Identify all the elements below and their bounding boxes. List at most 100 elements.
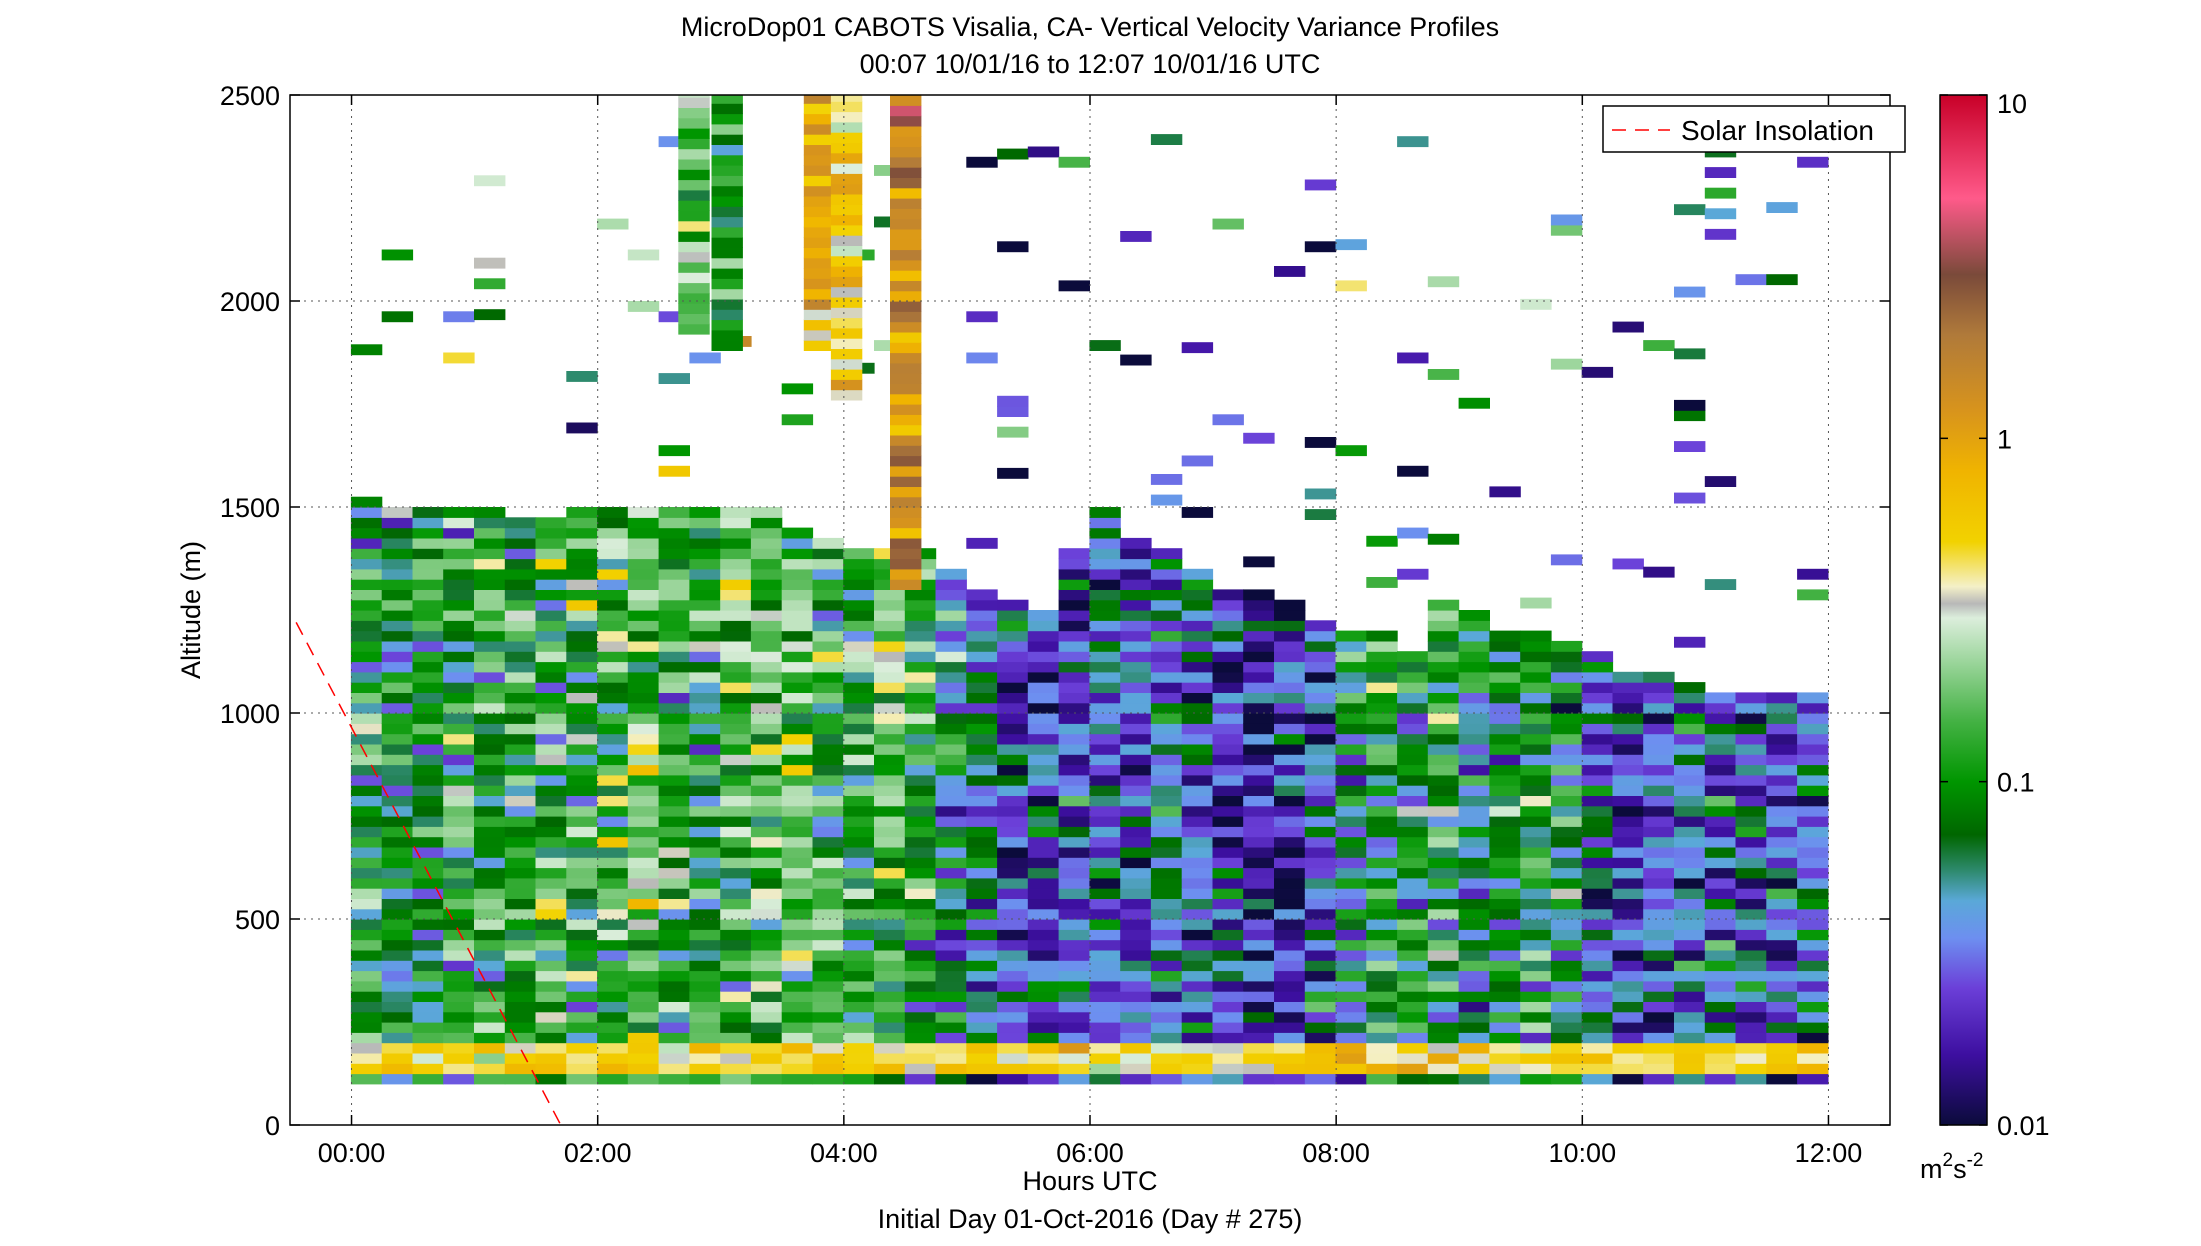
heatmap-cell: [781, 743, 814, 755]
heatmap-cell: [1304, 620, 1337, 632]
heatmap-cell: [750, 898, 783, 910]
heatmap-cell: [1489, 486, 1521, 498]
heatmap-cell: [1089, 919, 1121, 930]
heatmap-cell: [781, 671, 814, 683]
heatmap-cell: [443, 867, 475, 879]
heatmap-cell: [1427, 1042, 1460, 1054]
heatmap-cell: [1212, 816, 1244, 827]
heatmap-cell: [1366, 1063, 1398, 1075]
heatmap-cell: [381, 743, 414, 755]
heatmap-cell: [597, 517, 629, 529]
heatmap-cell: [1150, 949, 1183, 961]
heatmap-cell: [781, 682, 814, 693]
heatmap-cell: [874, 826, 906, 838]
heatmap-cell: [1181, 877, 1214, 889]
heatmap-cell: [443, 846, 475, 858]
heatmap-cell: [627, 589, 660, 601]
heatmap-cell: [1674, 743, 1706, 755]
heatmap-cell: [627, 898, 660, 910]
heatmap-cell: [781, 630, 814, 642]
heatmap-cell: [1489, 743, 1521, 755]
heatmap-cell: [997, 929, 1029, 941]
heatmap-cell: [1089, 517, 1121, 529]
heatmap-cell: [1520, 1001, 1552, 1013]
heatmap-cell: [1550, 671, 1583, 683]
heatmap-cell: [535, 671, 567, 683]
heatmap-cell: [830, 348, 863, 360]
heatmap-cell: [504, 836, 537, 848]
heatmap-cell: [874, 1052, 906, 1064]
heatmap-cell: [1427, 846, 1460, 858]
heatmap-cell: [443, 537, 475, 549]
heatmap-cell: [1766, 1001, 1798, 1013]
heatmap-cell: [658, 517, 690, 529]
heatmap-cell: [843, 970, 875, 982]
heatmap-cell: [566, 733, 598, 745]
heatmap-cell: [874, 991, 906, 1002]
heatmap-cell: [474, 816, 506, 827]
heatmap-cell: [1120, 795, 1152, 807]
heatmap-cell: [781, 816, 814, 827]
heatmap-cell: [1520, 651, 1552, 663]
heatmap-cell: [812, 929, 844, 941]
heatmap-cell: [350, 1052, 383, 1064]
heatmap-cell: [1181, 723, 1214, 735]
heatmap-cell: [504, 898, 537, 910]
heatmap-cell: [1643, 991, 1675, 1002]
heatmap-cell: [874, 774, 906, 786]
heatmap-cell: [750, 682, 783, 693]
heatmap-cell: [874, 785, 906, 796]
heatmap-cell: [597, 949, 629, 961]
heatmap-cell: [904, 661, 937, 673]
heatmap-cell: [1150, 692, 1183, 704]
heatmap-cell: [781, 579, 814, 590]
heatmap-cell: [689, 610, 721, 621]
heatmap-cell: [1797, 568, 1829, 580]
legend-box: [1602, 105, 1906, 153]
heatmap-cell: [1181, 795, 1214, 807]
heatmap-cell: [597, 1022, 629, 1033]
heatmap-cell: [1704, 1063, 1737, 1075]
heatmap-cell: [1120, 836, 1152, 848]
heatmap-cell: [1427, 1073, 1460, 1085]
heatmap-cell: [1581, 888, 1614, 899]
heatmap-cell: [504, 713, 537, 724]
heatmap-cell: [1674, 692, 1706, 704]
heatmap-cell: [443, 558, 475, 570]
heatmap-cell: [1427, 877, 1460, 889]
heatmap-cell: [1704, 743, 1737, 755]
heatmap-cell: [1550, 980, 1583, 992]
heatmap-cell: [803, 206, 836, 218]
heatmap-cell: [1427, 774, 1460, 786]
heatmap-cell: [350, 507, 383, 518]
heatmap-cell: [1120, 898, 1152, 910]
heatmap-cell: [720, 919, 752, 930]
heatmap-cell: [874, 579, 906, 590]
heatmap-cell: [566, 630, 598, 642]
heatmap-cell: [1458, 816, 1490, 827]
heatmap-cell: [1027, 682, 1060, 693]
heatmap-cell: [1366, 682, 1398, 693]
heatmap-cell: [1735, 949, 1767, 961]
heatmap-cell: [750, 507, 783, 518]
heatmap-cell: [711, 278, 743, 290]
heatmap-cell: [812, 1073, 844, 1085]
heatmap-cell: [1397, 671, 1429, 683]
heatmap-cell: [1397, 991, 1429, 1002]
heatmap-cell: [504, 970, 537, 982]
heatmap-cell: [474, 949, 506, 961]
heatmap-cell: [1397, 1052, 1429, 1064]
heatmap-cell: [843, 651, 875, 663]
heatmap-cell: [1150, 474, 1183, 485]
heatmap-cell: [597, 1032, 629, 1044]
heatmap-cell: [658, 610, 690, 621]
heatmap-cell: [474, 309, 506, 321]
heatmap-cell: [597, 610, 629, 621]
heatmap-cell: [1058, 774, 1090, 786]
heatmap-cell: [1181, 671, 1214, 683]
heatmap-cell: [381, 795, 414, 807]
heatmap-cell: [1427, 661, 1460, 673]
heatmap-cell: [843, 640, 875, 652]
heatmap-cell: [1735, 1022, 1767, 1033]
heatmap-cell: [658, 929, 690, 941]
